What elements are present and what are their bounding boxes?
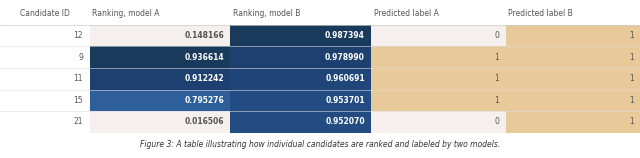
Text: 1: 1 <box>629 53 634 62</box>
FancyBboxPatch shape <box>90 25 230 46</box>
FancyBboxPatch shape <box>506 68 640 90</box>
FancyBboxPatch shape <box>371 90 506 111</box>
Text: 1: 1 <box>629 96 634 105</box>
Text: 0: 0 <box>494 117 499 126</box>
Text: 12: 12 <box>74 31 83 40</box>
Text: 9: 9 <box>78 53 83 62</box>
FancyBboxPatch shape <box>90 90 230 111</box>
Text: 0.987394: 0.987394 <box>325 31 365 40</box>
Text: 0.912242: 0.912242 <box>184 74 224 83</box>
FancyBboxPatch shape <box>90 68 230 90</box>
Text: 0.936614: 0.936614 <box>184 53 224 62</box>
Text: Figure 3: A table illustrating how individual candidates are ranked and labeled : Figure 3: A table illustrating how indiv… <box>140 140 500 149</box>
Text: 0.953701: 0.953701 <box>325 96 365 105</box>
FancyBboxPatch shape <box>230 68 371 90</box>
FancyBboxPatch shape <box>371 68 506 90</box>
Text: 1: 1 <box>495 74 499 83</box>
Text: 0.016506: 0.016506 <box>184 117 224 126</box>
Text: Candidate ID: Candidate ID <box>20 9 70 18</box>
FancyBboxPatch shape <box>90 46 230 68</box>
FancyBboxPatch shape <box>230 111 371 133</box>
Text: 0.952070: 0.952070 <box>325 117 365 126</box>
FancyBboxPatch shape <box>371 25 506 46</box>
Text: Ranking, model B: Ranking, model B <box>234 9 301 18</box>
FancyBboxPatch shape <box>230 25 371 46</box>
Text: 0.960691: 0.960691 <box>325 74 365 83</box>
Text: 1: 1 <box>629 117 634 126</box>
Text: Predicted label A: Predicted label A <box>374 9 438 18</box>
FancyBboxPatch shape <box>230 46 371 68</box>
FancyBboxPatch shape <box>90 111 230 133</box>
FancyBboxPatch shape <box>506 46 640 68</box>
Text: 0.148166: 0.148166 <box>184 31 224 40</box>
FancyBboxPatch shape <box>506 25 640 46</box>
Text: Ranking, model A: Ranking, model A <box>93 9 160 18</box>
FancyBboxPatch shape <box>371 111 506 133</box>
Text: Predicted label B: Predicted label B <box>508 9 573 18</box>
FancyBboxPatch shape <box>506 90 640 111</box>
Text: 1: 1 <box>629 74 634 83</box>
FancyBboxPatch shape <box>506 111 640 133</box>
Text: 0: 0 <box>494 31 499 40</box>
FancyBboxPatch shape <box>371 46 506 68</box>
Text: 1: 1 <box>629 31 634 40</box>
Text: 11: 11 <box>74 74 83 83</box>
Text: 0.795276: 0.795276 <box>184 96 224 105</box>
Text: 1: 1 <box>495 53 499 62</box>
Text: 1: 1 <box>495 96 499 105</box>
Text: 15: 15 <box>74 96 83 105</box>
Text: 0.978990: 0.978990 <box>325 53 365 62</box>
Text: 21: 21 <box>74 117 83 126</box>
FancyBboxPatch shape <box>230 90 371 111</box>
